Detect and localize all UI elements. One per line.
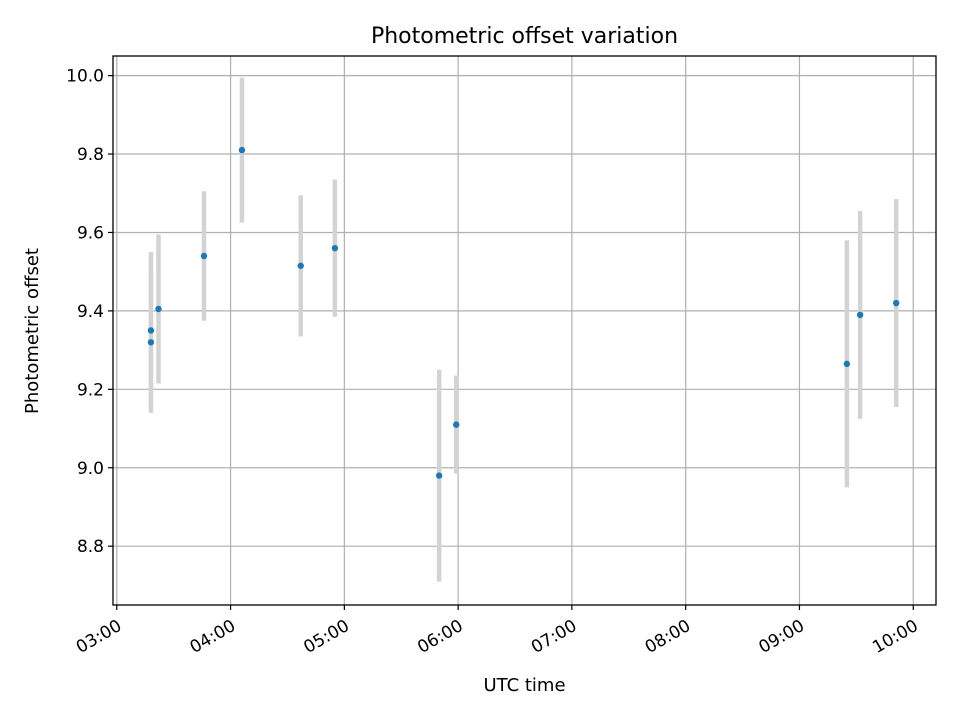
x-tick-label: 03:00	[73, 616, 125, 658]
x-tick-label: 06:00	[414, 616, 466, 658]
y-tick-label: 10.0	[66, 67, 104, 87]
grid	[113, 56, 936, 605]
data-point	[200, 252, 208, 260]
chart-title: Photometric offset variation	[371, 24, 678, 49]
y-tick-label: 8.8	[77, 537, 104, 557]
y-tick-label: 9.2	[77, 380, 104, 400]
x-tick-label: 05:00	[300, 616, 352, 658]
errorbars	[148, 77, 899, 582]
y-axis-label: Photometric offset	[22, 248, 43, 414]
data-point	[297, 262, 304, 269]
data-point	[843, 360, 851, 368]
data-point	[147, 339, 155, 346]
data-points	[147, 146, 900, 479]
data-point	[331, 244, 339, 252]
y-tick-label: 9.0	[77, 459, 104, 479]
data-point	[892, 299, 900, 307]
x-axis-label: UTC time	[483, 675, 565, 696]
data-point	[435, 472, 443, 479]
data-point	[155, 305, 162, 313]
data-point	[147, 327, 155, 334]
y-tick-label: 9.6	[77, 223, 104, 243]
plot-frame	[112, 55, 937, 606]
x-tick-label: 10:00	[869, 616, 921, 658]
data-point	[453, 421, 460, 428]
data-point	[856, 311, 864, 319]
x-tick-label: 09:00	[756, 616, 808, 658]
x-tick-label: 07:00	[528, 616, 580, 658]
y-tick-label: 9.4	[77, 302, 104, 322]
y-tick-label: 9.8	[77, 145, 104, 165]
y-axis-ticks: 8.8 9.0 9.2 9.4 9.6 9.8 10.0	[66, 67, 113, 557]
x-tick-label: 08:00	[642, 616, 694, 658]
x-tick-label: 04:00	[187, 616, 239, 658]
x-axis-ticks: 03:00 04:00 05:00 06:00 07:00 08:00 09:00 10:00	[73, 605, 922, 658]
data-point	[238, 146, 246, 154]
